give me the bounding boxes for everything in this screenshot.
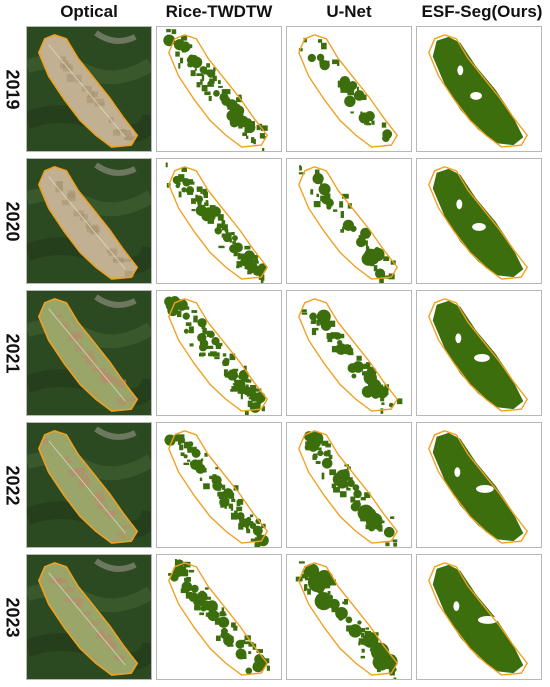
tile-2023-rice-twdtw <box>156 554 282 680</box>
row-label-2022: 2022 <box>2 464 23 506</box>
rice-map <box>417 159 541 283</box>
tile-2022-rice-twdtw <box>156 422 282 548</box>
rice-map <box>287 159 411 283</box>
rice-map <box>287 555 411 679</box>
column-header-unet: U-Net <box>326 2 372 21</box>
satellite-image <box>27 27 151 151</box>
rice-map <box>157 423 281 547</box>
tile-2020-unet <box>286 158 412 284</box>
rice-map <box>287 423 411 547</box>
column-header-esf-seg: ESF-Seg(Ours) <box>421 2 543 21</box>
rice-map <box>287 291 411 415</box>
satellite-image <box>27 159 151 283</box>
tile-2020-rice-twdtw <box>156 158 282 284</box>
row-label-2021: 2021 <box>2 332 23 374</box>
tile-2019-optical <box>26 26 152 152</box>
tile-2021-optical <box>26 290 152 416</box>
satellite-image <box>27 423 151 547</box>
tile-2020-esf-seg <box>416 158 542 284</box>
column-header-optical: Optical <box>60 2 118 21</box>
tile-2021-rice-twdtw <box>156 290 282 416</box>
tile-2023-optical <box>26 554 152 680</box>
column-header-rice-twdtw: Rice-TWDTW <box>165 2 273 21</box>
tile-2023-unet <box>286 554 412 680</box>
tile-2022-optical <box>26 422 152 548</box>
tile-2020-optical <box>26 158 152 284</box>
rice-map <box>157 27 281 151</box>
tile-2019-rice-twdtw <box>156 26 282 152</box>
tile-2021-esf-seg <box>416 290 542 416</box>
row-label-2020: 2020 <box>2 200 23 242</box>
rice-map <box>287 27 411 151</box>
tile-2022-unet <box>286 422 412 548</box>
rice-map <box>417 555 541 679</box>
rice-map <box>417 27 541 151</box>
row-label-2019: 2019 <box>2 68 23 110</box>
tile-2019-unet <box>286 26 412 152</box>
rice-map <box>157 555 281 679</box>
satellite-image <box>27 291 151 415</box>
rice-map <box>157 159 281 283</box>
tile-2022-esf-seg <box>416 422 542 548</box>
tile-2021-unet <box>286 290 412 416</box>
rice-map <box>157 291 281 415</box>
rice-map <box>417 423 541 547</box>
rice-map <box>417 291 541 415</box>
tile-2023-esf-seg <box>416 554 542 680</box>
row-label-2023: 2023 <box>2 596 23 638</box>
tile-2019-esf-seg <box>416 26 542 152</box>
satellite-image <box>27 555 151 679</box>
